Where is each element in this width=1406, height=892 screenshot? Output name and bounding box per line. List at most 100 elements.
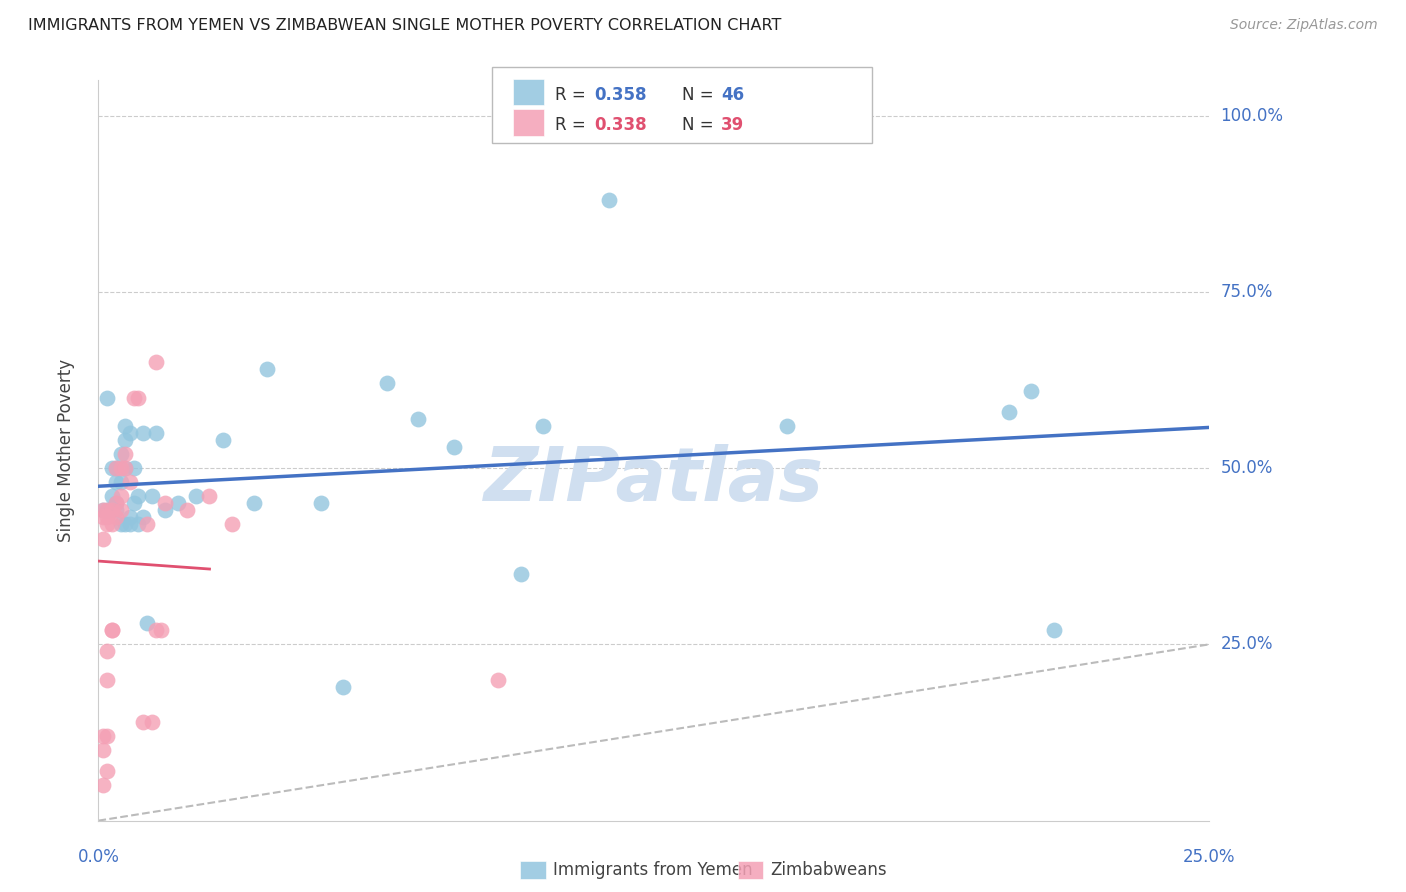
Point	[118, 475, 141, 490]
Point	[145, 355, 167, 369]
Point	[96, 517, 118, 532]
Text: 25.0%: 25.0%	[1220, 635, 1272, 653]
Point	[100, 517, 122, 532]
Point	[127, 391, 149, 405]
Point	[145, 624, 167, 638]
Point	[100, 461, 122, 475]
Point	[96, 503, 118, 517]
Point	[96, 644, 118, 658]
Point	[91, 503, 114, 517]
Text: 0.0%: 0.0%	[77, 848, 120, 866]
Point	[153, 496, 176, 510]
Text: ZIPatlas: ZIPatlas	[484, 443, 824, 516]
Point	[132, 510, 155, 524]
Text: 0.338: 0.338	[595, 116, 647, 134]
Point	[105, 503, 128, 517]
Text: IMMIGRANTS FROM YEMEN VS ZIMBABWEAN SINGLE MOTHER POVERTY CORRELATION CHART: IMMIGRANTS FROM YEMEN VS ZIMBABWEAN SING…	[28, 18, 782, 33]
Text: R =: R =	[555, 86, 592, 103]
Text: 46: 46	[721, 86, 744, 103]
Point	[141, 714, 163, 729]
Point	[110, 475, 132, 490]
Point	[408, 411, 430, 425]
Point	[198, 489, 221, 503]
Point	[105, 496, 128, 510]
Point	[110, 517, 132, 532]
Text: R =: R =	[555, 116, 592, 134]
Point	[153, 503, 176, 517]
Point	[332, 680, 354, 694]
Point	[105, 461, 128, 475]
Text: 25.0%: 25.0%	[1182, 848, 1236, 866]
Point	[132, 425, 155, 440]
Point	[1021, 384, 1043, 398]
Point	[118, 425, 141, 440]
Point	[531, 418, 554, 433]
Point	[110, 447, 132, 461]
Point	[100, 624, 122, 638]
Point	[100, 503, 122, 517]
Point	[145, 425, 167, 440]
Point	[100, 489, 122, 503]
Point	[141, 489, 163, 503]
Point	[114, 418, 136, 433]
Text: Immigrants from Yemen: Immigrants from Yemen	[553, 861, 752, 879]
Point	[114, 461, 136, 475]
Point	[136, 517, 159, 532]
Point	[127, 517, 149, 532]
Point	[110, 461, 132, 475]
Point	[105, 475, 128, 490]
Point	[122, 496, 145, 510]
Text: 0.358: 0.358	[595, 86, 647, 103]
Text: 39: 39	[721, 116, 745, 134]
Point	[118, 510, 141, 524]
Point	[96, 503, 118, 517]
Point	[96, 673, 118, 687]
Point	[96, 729, 118, 743]
Point	[96, 510, 118, 524]
Text: N =: N =	[682, 86, 718, 103]
Point	[114, 433, 136, 447]
Point	[114, 517, 136, 532]
Point	[375, 376, 398, 391]
Point	[91, 510, 114, 524]
Point	[598, 193, 620, 207]
Point	[176, 503, 198, 517]
Point	[776, 418, 799, 433]
Point	[91, 503, 114, 517]
Point	[509, 566, 531, 581]
Text: N =: N =	[682, 116, 718, 134]
Text: 100.0%: 100.0%	[1220, 106, 1284, 125]
Point	[100, 624, 122, 638]
Point	[309, 496, 332, 510]
Point	[127, 489, 149, 503]
Point	[998, 405, 1021, 419]
Point	[105, 510, 128, 524]
Y-axis label: Single Mother Poverty: Single Mother Poverty	[56, 359, 75, 542]
Point	[132, 714, 155, 729]
Point	[256, 362, 278, 376]
Point	[96, 764, 118, 779]
Point	[122, 391, 145, 405]
Point	[186, 489, 208, 503]
Point	[221, 517, 243, 532]
Point	[91, 729, 114, 743]
Point	[110, 503, 132, 517]
Point	[110, 489, 132, 503]
Point	[136, 616, 159, 631]
Point	[105, 496, 128, 510]
Text: Zimbabweans: Zimbabweans	[770, 861, 887, 879]
Point	[211, 433, 233, 447]
Point	[91, 743, 114, 757]
Point	[114, 461, 136, 475]
Point	[91, 778, 114, 792]
Point	[167, 496, 190, 510]
Point	[243, 496, 266, 510]
Text: 50.0%: 50.0%	[1220, 459, 1272, 477]
Point	[122, 461, 145, 475]
Text: Source: ZipAtlas.com: Source: ZipAtlas.com	[1230, 18, 1378, 32]
Point	[96, 391, 118, 405]
Point	[486, 673, 509, 687]
Point	[91, 532, 114, 546]
Point	[105, 461, 128, 475]
Point	[1042, 624, 1064, 638]
